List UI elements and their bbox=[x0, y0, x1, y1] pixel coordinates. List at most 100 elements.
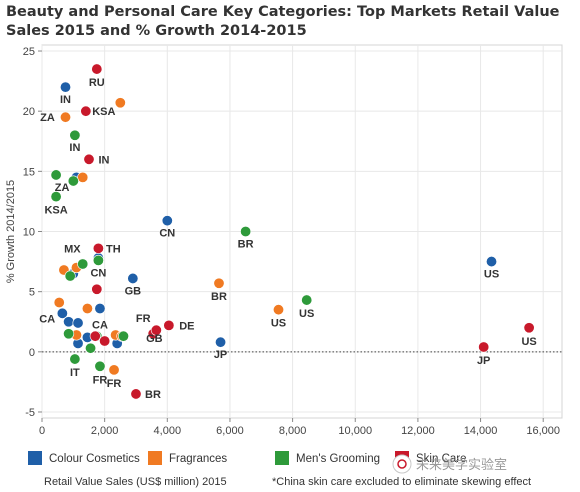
x-tick-label: 8,000 bbox=[279, 425, 307, 437]
point-fragrances bbox=[114, 97, 126, 109]
point-skin-care bbox=[89, 330, 101, 342]
point-label: KSA bbox=[92, 106, 115, 118]
point-label: US bbox=[299, 308, 314, 320]
point-fragrances bbox=[108, 364, 120, 376]
x-tick-label: 2,000 bbox=[91, 425, 119, 437]
point-label: KSA bbox=[44, 205, 67, 217]
legend-label: Fragrances bbox=[169, 453, 227, 465]
point-label: MX bbox=[64, 243, 81, 255]
point-label: US bbox=[271, 318, 286, 330]
x-tick-label: 0 bbox=[39, 425, 45, 437]
point-fragrances bbox=[81, 303, 93, 315]
point-fragrances bbox=[53, 296, 65, 308]
y-tick-label: 5 bbox=[29, 287, 35, 299]
point-label: FR bbox=[93, 374, 108, 386]
y-tick-label: 25 bbox=[23, 46, 35, 58]
x-tick-label: 6,000 bbox=[216, 425, 244, 437]
point-skin-care bbox=[91, 63, 103, 75]
point-men-s-grooming bbox=[50, 169, 62, 181]
point-skin-care bbox=[92, 242, 104, 254]
legend-label: Skin Care bbox=[416, 453, 467, 465]
point-men-s-grooming bbox=[67, 175, 79, 187]
point-label: FR bbox=[107, 378, 122, 390]
point-men-s-grooming bbox=[240, 226, 252, 238]
title-line-1: Beauty and Personal Care Key Categories:… bbox=[6, 4, 560, 20]
point-colour-cosmetics bbox=[215, 336, 227, 348]
point-label: BR bbox=[145, 389, 161, 401]
point-label: US bbox=[484, 269, 499, 281]
point-label: IN bbox=[69, 142, 80, 154]
point-skin-care bbox=[99, 335, 111, 347]
point-men-s-grooming bbox=[69, 129, 81, 141]
point-label: IT bbox=[70, 367, 80, 379]
point-label: ZA bbox=[40, 112, 55, 124]
legend-label: Men's Grooming bbox=[296, 453, 380, 465]
point-skin-care bbox=[130, 388, 142, 400]
point-skin-care bbox=[478, 341, 490, 353]
y-tick-label: 10 bbox=[23, 227, 35, 239]
point-fragrances bbox=[213, 277, 225, 289]
watermark-text: 未来美学实验室 bbox=[416, 457, 507, 473]
chart-title: Beauty and Personal Care Key Categories:… bbox=[6, 3, 566, 41]
y-tick-label: 0 bbox=[29, 347, 35, 359]
point-label: IN bbox=[60, 94, 71, 106]
point-colour-cosmetics bbox=[94, 303, 106, 315]
point-label: IN bbox=[98, 154, 109, 166]
point-colour-cosmetics bbox=[127, 272, 139, 284]
point-men-s-grooming bbox=[69, 353, 81, 365]
point-skin-care bbox=[150, 324, 162, 336]
x-tick-label: 14,000 bbox=[464, 425, 498, 437]
x-tick-label: 10,000 bbox=[338, 425, 372, 437]
point-label: ZA bbox=[55, 182, 70, 194]
point-fragrances bbox=[273, 304, 285, 316]
point-colour-cosmetics bbox=[72, 317, 84, 329]
legend-item: Fragrances bbox=[148, 451, 227, 465]
legend-label: Colour Cosmetics bbox=[49, 453, 140, 465]
point-fragrances bbox=[59, 111, 71, 123]
watermark-logo-icon-inner bbox=[397, 459, 407, 469]
point-colour-cosmetics bbox=[486, 256, 498, 268]
legend-swatch bbox=[275, 451, 289, 465]
point-colour-cosmetics bbox=[63, 316, 75, 328]
point-label: BR bbox=[238, 239, 254, 251]
point-skin-care bbox=[163, 319, 175, 331]
y-tick-label: 15 bbox=[23, 166, 35, 178]
y-tick-label: -5 bbox=[25, 407, 35, 419]
x-axis-label: Retail Value Sales (US$ million) 2015 bbox=[44, 476, 227, 488]
point-men-s-grooming bbox=[50, 191, 62, 203]
legend-item: Men's Grooming bbox=[275, 451, 380, 465]
point-colour-cosmetics bbox=[59, 81, 71, 93]
x-tick-label: 4,000 bbox=[154, 425, 182, 437]
point-colour-cosmetics bbox=[161, 215, 173, 227]
y-tick-label: 20 bbox=[23, 106, 35, 118]
legend-item: Colour Cosmetics bbox=[28, 451, 140, 465]
point-label: JP bbox=[477, 355, 490, 367]
point-label: FR bbox=[136, 313, 151, 325]
point-label: US bbox=[521, 336, 536, 348]
point-skin-care bbox=[83, 153, 95, 165]
point-label: BR bbox=[211, 291, 227, 303]
point-men-s-grooming bbox=[117, 330, 129, 342]
point-label: GB bbox=[125, 285, 142, 297]
point-label: DE bbox=[179, 320, 194, 332]
point-label: RU bbox=[89, 77, 105, 89]
title-line-2: Sales 2015 and % Growth 2014-2015 bbox=[6, 23, 307, 39]
point-label: CN bbox=[159, 228, 175, 240]
watermark-logo-icon bbox=[392, 454, 412, 474]
legend-swatch bbox=[148, 451, 162, 465]
legend-swatch bbox=[28, 451, 42, 465]
point-skin-care bbox=[80, 105, 92, 117]
point-men-s-grooming bbox=[94, 360, 106, 372]
point-label: CA bbox=[92, 320, 108, 332]
point-men-s-grooming bbox=[64, 270, 76, 282]
point-label: JP bbox=[214, 349, 227, 361]
point-label: CN bbox=[90, 267, 106, 279]
point-skin-care bbox=[523, 322, 535, 334]
point-skin-care bbox=[91, 283, 103, 295]
point-label: CA bbox=[39, 313, 55, 325]
footnote: *China skin care excluded to eliminate s… bbox=[272, 476, 531, 488]
point-label: GB bbox=[146, 333, 163, 345]
point-men-s-grooming bbox=[301, 294, 313, 306]
